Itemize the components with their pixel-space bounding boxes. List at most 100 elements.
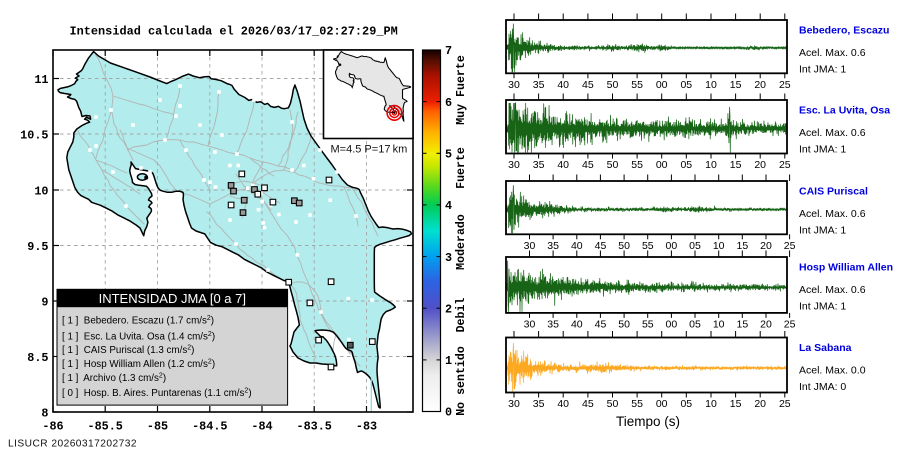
svg-text:40: 40 bbox=[557, 159, 569, 171]
svg-text:00: 00 bbox=[656, 79, 668, 91]
svg-text:La Sabana: La Sabana bbox=[799, 342, 852, 354]
svg-text:20: 20 bbox=[760, 240, 772, 252]
svg-text:50: 50 bbox=[618, 318, 630, 330]
svg-text:Int JMA: 1: Int JMA: 1 bbox=[799, 64, 846, 76]
svg-text:Esc. La Uvita, Osa: Esc. La Uvita, Osa bbox=[799, 105, 890, 117]
svg-text:35: 35 bbox=[533, 159, 545, 171]
svg-text:35: 35 bbox=[547, 240, 559, 252]
svg-text:45: 45 bbox=[595, 318, 607, 330]
svg-text:40: 40 bbox=[571, 240, 583, 252]
svg-text:0: 0 bbox=[445, 406, 452, 420]
svg-text:1: 1 bbox=[445, 354, 452, 368]
svg-text:-83: -83 bbox=[356, 420, 377, 434]
svg-text:[ 1 ] Archivo (1.3 cm/s2): [ 1 ] Archivo (1.3 cm/s2) bbox=[62, 373, 166, 385]
svg-text:11: 11 bbox=[34, 73, 48, 87]
svg-text:2: 2 bbox=[445, 302, 452, 316]
svg-text:Fuerte: Fuerte bbox=[455, 147, 468, 189]
svg-text:55: 55 bbox=[642, 318, 654, 330]
svg-text:20: 20 bbox=[760, 318, 772, 330]
svg-text:Moderado: Moderado bbox=[455, 214, 468, 270]
svg-text:CAIS Puriscal: CAIS Puriscal bbox=[799, 186, 868, 198]
svg-text:8.5: 8.5 bbox=[27, 351, 48, 365]
svg-text:3: 3 bbox=[445, 251, 452, 265]
svg-text:15: 15 bbox=[730, 398, 742, 410]
svg-text:35: 35 bbox=[533, 398, 545, 410]
svg-text:50: 50 bbox=[607, 159, 619, 171]
svg-text:-86: -86 bbox=[42, 420, 63, 434]
svg-text:40: 40 bbox=[557, 398, 569, 410]
svg-text:20: 20 bbox=[754, 398, 766, 410]
svg-text:10: 10 bbox=[705, 79, 717, 91]
svg-text:10: 10 bbox=[713, 318, 725, 330]
svg-text:25: 25 bbox=[779, 398, 791, 410]
svg-text:30: 30 bbox=[508, 79, 520, 91]
svg-text:10.5: 10.5 bbox=[20, 128, 48, 142]
svg-text:Bebedero, Escazu: Bebedero, Escazu bbox=[799, 25, 889, 37]
svg-text:00: 00 bbox=[666, 318, 678, 330]
svg-text:05: 05 bbox=[680, 398, 692, 410]
svg-text:Intensidad calculada el 2026/0: Intensidad calculada el 2026/03/17_02:27… bbox=[70, 25, 398, 39]
svg-text:Int JMA: 0: Int JMA: 0 bbox=[799, 381, 846, 393]
svg-text:55: 55 bbox=[631, 398, 643, 410]
svg-text:05: 05 bbox=[689, 318, 701, 330]
svg-text:45: 45 bbox=[582, 398, 594, 410]
svg-text:15: 15 bbox=[737, 318, 749, 330]
svg-text:30: 30 bbox=[508, 398, 520, 410]
svg-text:45: 45 bbox=[595, 240, 607, 252]
svg-text:M=4.5 P=17 km: M=4.5 P=17 km bbox=[331, 144, 408, 156]
svg-text:10: 10 bbox=[705, 398, 717, 410]
svg-text:-85.5: -85.5 bbox=[87, 420, 122, 434]
svg-text:50: 50 bbox=[607, 79, 619, 91]
svg-text:-84: -84 bbox=[251, 420, 272, 434]
svg-text:25: 25 bbox=[779, 159, 791, 171]
svg-text:Tiempo (s): Tiempo (s) bbox=[616, 414, 680, 429]
svg-text:15: 15 bbox=[730, 159, 742, 171]
svg-text:40: 40 bbox=[571, 318, 583, 330]
svg-text:[ 1 ] Hosp William Allen (1.2: [ 1 ] Hosp William Allen (1.2 cm/s2) bbox=[62, 359, 215, 371]
svg-text:Int JMA: 1: Int JMA: 1 bbox=[799, 144, 846, 156]
svg-text:40: 40 bbox=[557, 79, 569, 91]
svg-text:[ 1 ] Bebedero. Escazu (1.7 c: [ 1 ] Bebedero. Escazu (1.7 cm/s2) bbox=[62, 315, 214, 327]
svg-text:35: 35 bbox=[533, 79, 545, 91]
svg-text:00: 00 bbox=[656, 398, 668, 410]
svg-text:05: 05 bbox=[680, 79, 692, 91]
svg-text:[ 0 ] Hosp. B. Aires. Puntare: [ 0 ] Hosp. B. Aires. Puntarenas (1.1 cm… bbox=[62, 388, 252, 400]
svg-text:55: 55 bbox=[631, 79, 643, 91]
svg-text:00: 00 bbox=[656, 159, 668, 171]
svg-text:25: 25 bbox=[779, 79, 791, 91]
svg-text:Acel. Max. 0.6: Acel. Max. 0.6 bbox=[799, 208, 866, 220]
svg-text:55: 55 bbox=[631, 159, 643, 171]
svg-text:45: 45 bbox=[582, 159, 594, 171]
svg-text:45: 45 bbox=[582, 79, 594, 91]
svg-text:25: 25 bbox=[784, 240, 796, 252]
svg-text:00: 00 bbox=[666, 240, 678, 252]
svg-text:35: 35 bbox=[547, 318, 559, 330]
svg-text:20: 20 bbox=[754, 159, 766, 171]
svg-text:-84.5: -84.5 bbox=[192, 420, 227, 434]
svg-text:4: 4 bbox=[445, 199, 452, 213]
svg-text:Hosp William Allen: Hosp William Allen bbox=[799, 262, 893, 274]
svg-text:30: 30 bbox=[524, 318, 536, 330]
svg-text:-83.5: -83.5 bbox=[296, 420, 331, 434]
svg-text:10: 10 bbox=[34, 184, 48, 198]
svg-text:20: 20 bbox=[754, 79, 766, 91]
svg-text:Debil: Debil bbox=[455, 298, 468, 333]
svg-text:25: 25 bbox=[784, 318, 796, 330]
svg-text:No sentido: No sentido bbox=[455, 346, 468, 416]
svg-text:5: 5 bbox=[445, 148, 452, 162]
svg-text:9.5: 9.5 bbox=[27, 240, 48, 254]
svg-text:55: 55 bbox=[642, 240, 654, 252]
svg-text:Acel. Max. 0.0: Acel. Max. 0.0 bbox=[799, 365, 866, 377]
svg-text:Muy Fuerte: Muy Fuerte bbox=[455, 55, 468, 125]
svg-text:9: 9 bbox=[41, 295, 48, 309]
svg-text:7: 7 bbox=[445, 44, 452, 58]
svg-text:30: 30 bbox=[508, 159, 520, 171]
svg-text:10: 10 bbox=[713, 240, 725, 252]
svg-text:LISUCR 20260317202732: LISUCR 20260317202732 bbox=[8, 439, 137, 450]
svg-text:05: 05 bbox=[689, 240, 701, 252]
svg-text:10: 10 bbox=[705, 159, 717, 171]
svg-text:Acel. Max. 0.6: Acel. Max. 0.6 bbox=[799, 47, 866, 59]
svg-text:[ 1 ] Esc. La Uvita. Osa (1.4: [ 1 ] Esc. La Uvita. Osa (1.4 cm/s2) bbox=[62, 331, 215, 343]
svg-text:8: 8 bbox=[41, 406, 48, 420]
svg-text:50: 50 bbox=[618, 240, 630, 252]
